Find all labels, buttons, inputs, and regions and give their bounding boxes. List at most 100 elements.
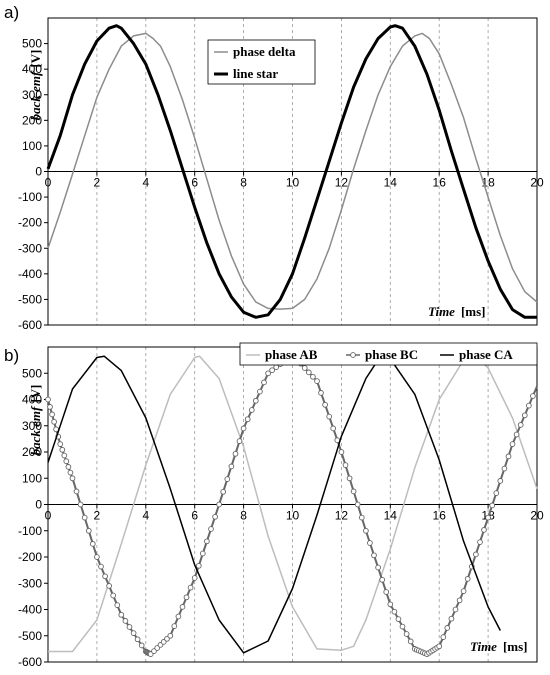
data-point (497, 478, 504, 484)
data-point (338, 449, 345, 455)
x-tick-label: 2 (94, 176, 101, 190)
data-point (473, 551, 479, 558)
legend-label: phase AB (265, 347, 318, 362)
legend-label: phase BC (365, 347, 418, 362)
y-tick-label: -400 (18, 603, 42, 617)
data-point (89, 541, 96, 547)
data-point (81, 514, 88, 521)
data-point (49, 411, 55, 418)
x-tick-label: 20 (530, 509, 544, 523)
y-tick-label: -100 (18, 524, 42, 538)
data-point (379, 576, 386, 583)
x-tick-label: 4 (142, 176, 149, 190)
y-tick-label: -200 (18, 550, 42, 564)
data-point (47, 404, 53, 410)
data-point (244, 416, 251, 423)
y-tick-label: -600 (18, 655, 42, 669)
data-point (204, 538, 210, 545)
data-point (69, 475, 76, 482)
data-point (391, 608, 398, 615)
x-tick-label: 14 (384, 176, 398, 190)
y-axis-title: back emf [V] (28, 50, 43, 121)
data-point (73, 488, 80, 495)
y-tick-label: -500 (18, 292, 42, 306)
legend-box (207, 39, 316, 85)
y-tick-label: -200 (18, 216, 42, 230)
data-point (130, 630, 137, 636)
data-point (261, 379, 267, 386)
x-tick-label: 20 (530, 176, 544, 190)
data-point (51, 418, 57, 425)
data-point (220, 488, 227, 495)
x-tick-label: 16 (433, 176, 447, 190)
legend-label: phase CA (459, 347, 513, 362)
legend-label: line star (233, 66, 278, 81)
data-point (310, 373, 316, 380)
y-tick-label: 400 (22, 62, 42, 76)
data-point (440, 634, 447, 640)
data-point (65, 464, 72, 470)
series-line-phase-ca (47, 355, 501, 654)
data-point (318, 390, 324, 396)
data-point (257, 388, 263, 395)
y-tick-label: -300 (18, 241, 42, 255)
series-markers-phase-bc (45, 352, 536, 657)
data-point (407, 638, 414, 645)
y-tick-label: 200 (22, 445, 42, 459)
data-point (358, 514, 365, 521)
data-point (403, 631, 410, 637)
data-point (354, 501, 361, 508)
x-tick-label: 10 (286, 176, 300, 190)
data-point (110, 592, 117, 599)
data-point (322, 401, 328, 408)
data-point (526, 402, 532, 409)
data-point (464, 576, 471, 582)
data-point (517, 422, 524, 428)
data-point (265, 370, 271, 377)
x-tick-label: 8 (240, 509, 247, 523)
x-tick-label: 8 (240, 176, 247, 190)
data-point (387, 601, 394, 608)
data-point (126, 624, 133, 630)
y-tick-label: 500 (22, 37, 42, 51)
y-tick-label: 200 (22, 113, 42, 127)
data-point (61, 452, 68, 459)
data-point (187, 584, 194, 591)
y-tick-label: 400 (22, 393, 42, 407)
series-line-line-star (46, 24, 537, 319)
data-point (134, 636, 141, 643)
data-point (102, 573, 108, 580)
legend-marker (350, 352, 356, 358)
data-point (171, 623, 178, 629)
data-point (493, 490, 500, 496)
chart-panel-b: -600-500-400-300-200-1000100200300400500… (4, 342, 544, 669)
data-point (208, 526, 214, 532)
y-tick-label: 500 (22, 366, 42, 380)
data-point (167, 632, 174, 639)
data-point (138, 642, 145, 649)
data-point (330, 425, 337, 432)
y-tick-label: 0 (35, 165, 42, 179)
panel-label: a) (4, 3, 19, 22)
data-point (248, 407, 255, 413)
data-point (326, 413, 333, 420)
data-point (363, 527, 369, 534)
data-point (505, 453, 512, 460)
x-tick-label: 6 (191, 509, 198, 523)
data-point (212, 513, 218, 520)
x-tick-label: 16 (433, 509, 447, 523)
data-point (367, 540, 373, 546)
data-point (301, 365, 308, 371)
x-tick-label: 12 (335, 509, 349, 523)
data-point (236, 438, 243, 444)
y-tick-label: 300 (22, 88, 42, 102)
y-axis-unit: [V] (28, 385, 43, 403)
data-point (305, 369, 312, 376)
data-point (224, 476, 231, 482)
data-point (228, 463, 235, 470)
y-axis-unit: [V] (28, 50, 43, 68)
data-point (175, 613, 182, 620)
data-point (63, 458, 70, 465)
data-point (57, 441, 64, 447)
